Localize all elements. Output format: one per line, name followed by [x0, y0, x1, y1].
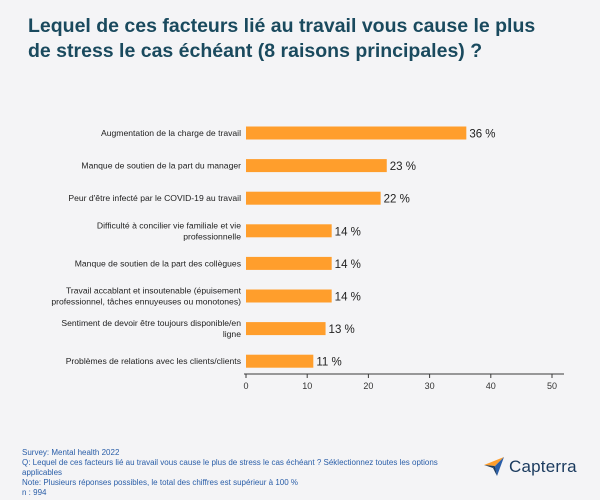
x-tick-label: 10 — [302, 381, 312, 391]
capterra-wordmark: Capterra — [509, 457, 577, 476]
chart-footer: Survey: Mental health 2022 Q: Lequel de … — [22, 448, 452, 498]
capterra-logo: Capterra — [484, 457, 577, 477]
chart-title-line-1: Lequel de ces facteurs lié au travail vo… — [28, 15, 536, 37]
category-label: Difficulté à concilier vie familiale et … — [97, 220, 241, 241]
value-label: 11 % — [316, 357, 341, 369]
bar — [246, 191, 381, 205]
bar — [246, 354, 314, 368]
value-label: 13 % — [329, 324, 355, 336]
bar — [246, 224, 332, 238]
x-tick-label: 40 — [486, 381, 496, 391]
footer-sample-size: n : 994 — [22, 488, 47, 497]
value-label: 23 % — [390, 161, 416, 173]
category-label: Travail accablant et insoutenable (épuis… — [51, 286, 241, 307]
value-label: 22 % — [384, 194, 410, 206]
category-label: Sentiment de devoir être toujours dispon… — [61, 318, 241, 339]
category-label: Peur d'être infecté par le COVID-19 au t… — [68, 193, 241, 203]
category-label: Manque de soutien de la part des collègu… — [75, 258, 241, 268]
value-label: 14 % — [335, 226, 361, 238]
category-label: Manque de soutien de la part du manager — [81, 161, 241, 171]
value-label: 36 % — [469, 129, 495, 141]
bar — [246, 289, 332, 303]
value-label: 14 % — [335, 259, 361, 271]
footer-question: Q: Lequel de ces facteurs lié au travail… — [22, 458, 438, 477]
footer-note: Note: Plusieurs réponses possibles, le t… — [22, 478, 298, 487]
footer-survey: Survey: Mental health 2022 — [22, 448, 120, 457]
bar — [246, 256, 332, 270]
category-label: Problèmes de relations avec les clients/… — [66, 356, 241, 366]
category-label: Augmentation de la charge de travail — [101, 128, 241, 138]
x-tick-label: 20 — [363, 381, 373, 391]
x-tick-label: 50 — [547, 381, 557, 391]
chart-title: Lequel de ces facteurs lié au travail vo… — [28, 14, 593, 64]
capterra-arrow-icon — [484, 457, 504, 476]
x-tick-label: 0 — [243, 381, 248, 391]
bar — [246, 159, 387, 173]
x-tick-label: 30 — [425, 381, 435, 391]
bar-chart: 0 10 20 30 40 50 Augmentation de la charge de … — [51, 126, 564, 391]
bar — [246, 322, 326, 336]
value-label: 14 % — [335, 292, 361, 304]
chart-title-line-2: de stress le cas échéant (8 raisons prin… — [28, 40, 483, 62]
bar — [246, 126, 467, 140]
